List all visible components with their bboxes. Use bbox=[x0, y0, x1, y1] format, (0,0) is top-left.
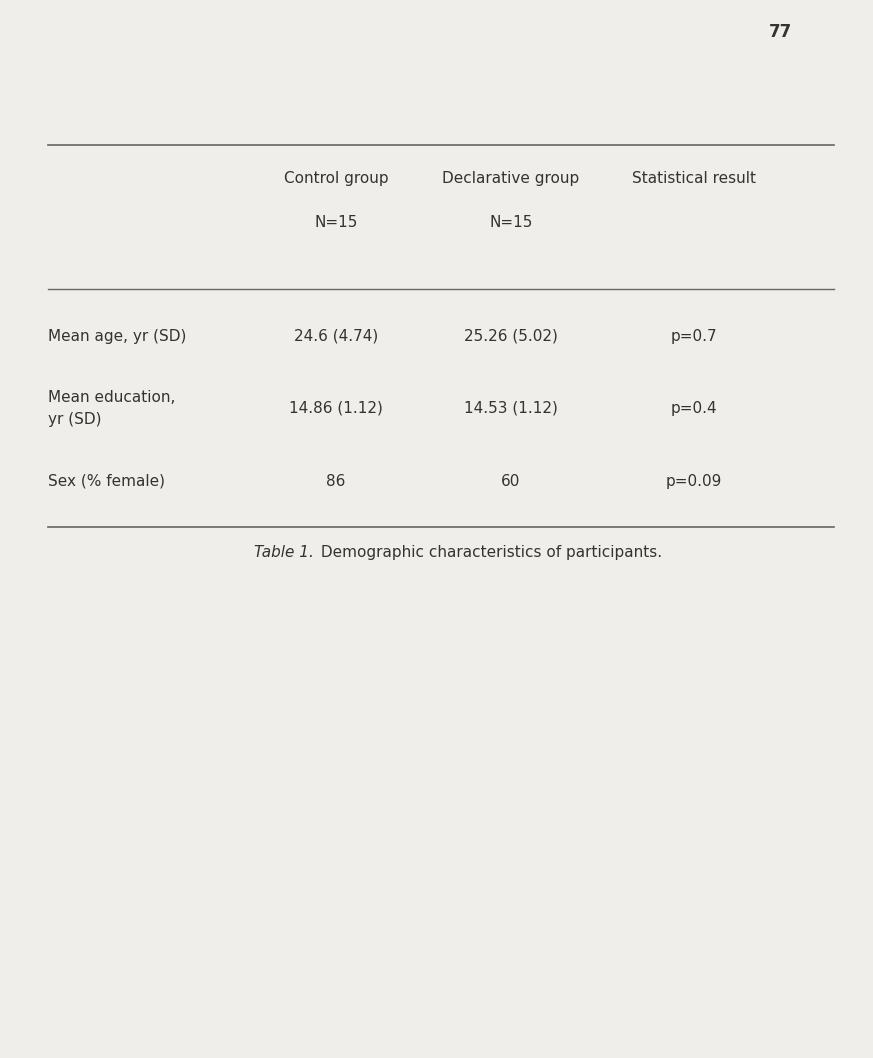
Text: Control group: Control group bbox=[284, 171, 388, 186]
Text: Declarative group: Declarative group bbox=[442, 171, 580, 186]
Text: 25.26 (5.02): 25.26 (5.02) bbox=[464, 329, 558, 344]
Text: p=0.7: p=0.7 bbox=[670, 329, 718, 344]
Text: Table 1.: Table 1. bbox=[254, 545, 314, 560]
Text: p=0.4: p=0.4 bbox=[670, 401, 718, 416]
Text: Demographic characteristics of participants.: Demographic characteristics of participa… bbox=[316, 545, 662, 560]
Text: Mean age, yr (SD): Mean age, yr (SD) bbox=[48, 329, 187, 344]
Text: p=0.09: p=0.09 bbox=[666, 474, 722, 489]
Text: 14.86 (1.12): 14.86 (1.12) bbox=[289, 401, 383, 416]
Text: Sex (% female): Sex (% female) bbox=[48, 474, 165, 489]
Text: N=15: N=15 bbox=[314, 215, 358, 230]
Text: Statistical result: Statistical result bbox=[632, 171, 756, 186]
Text: 14.53 (1.12): 14.53 (1.12) bbox=[464, 401, 558, 416]
Text: 86: 86 bbox=[327, 474, 346, 489]
Text: 60: 60 bbox=[501, 474, 520, 489]
Text: Mean education,
yr (SD): Mean education, yr (SD) bbox=[48, 389, 175, 427]
Text: 77: 77 bbox=[769, 23, 792, 41]
Text: N=15: N=15 bbox=[489, 215, 533, 230]
Text: 24.6 (4.74): 24.6 (4.74) bbox=[294, 329, 378, 344]
